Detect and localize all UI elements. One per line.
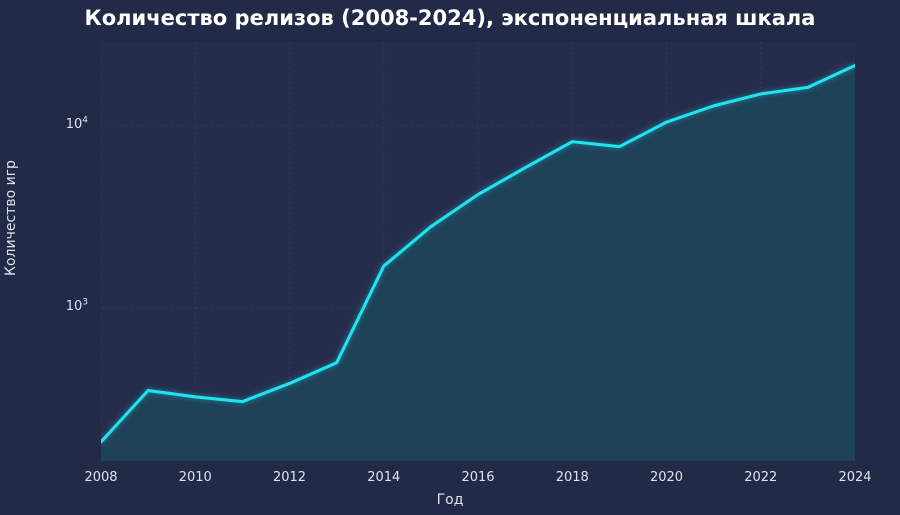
y-tick-mantissa: 10 xyxy=(65,299,83,314)
plot-area xyxy=(101,42,855,461)
x-axis-tick-label: 2014 xyxy=(367,470,401,485)
y-axis-tick-label: 103 xyxy=(28,297,88,314)
chart-title: Количество релизов (2008-2024), экспонен… xyxy=(84,6,816,30)
y-tick-exponent: 3 xyxy=(82,297,88,308)
x-axis-tick-label: 2016 xyxy=(461,470,495,485)
y-tick-exponent: 4 xyxy=(82,115,88,126)
x-axis-tick-label: 2010 xyxy=(178,470,212,485)
y-axis-title: Количество игр xyxy=(3,160,19,276)
y-tick-mantissa: 10 xyxy=(65,117,83,132)
area-chart-svg xyxy=(101,42,855,461)
x-axis-tick-label: 2008 xyxy=(84,470,118,485)
series-line[interactable] xyxy=(101,64,855,444)
x-axis-tick-label: 2020 xyxy=(649,470,684,485)
x-axis-tick-label: 2018 xyxy=(555,470,589,485)
x-axis-tick-label: 2024 xyxy=(838,470,872,485)
x-axis-title: Год xyxy=(436,492,464,508)
x-axis-tick-label: 2022 xyxy=(744,470,778,485)
area-fill xyxy=(101,65,855,461)
x-axis-tick-label: 2012 xyxy=(272,470,307,485)
y-axis-tick-label: 104 xyxy=(28,115,88,132)
